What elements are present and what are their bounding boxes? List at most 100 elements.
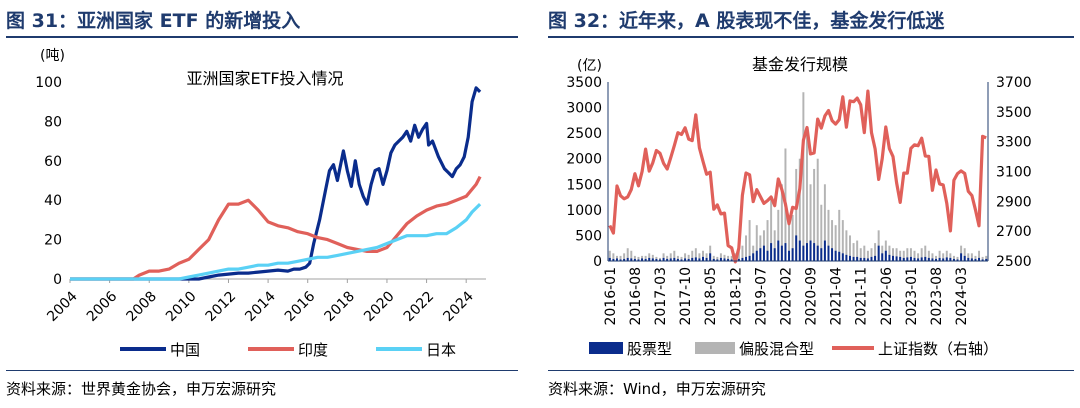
right-bar-stock: [791, 248, 794, 261]
right-bar-stock: [859, 257, 862, 261]
right-bar-hybrid: [791, 214, 794, 261]
right-bar-stock: [924, 256, 927, 261]
right-bar-hybrid: [974, 255, 977, 261]
right-bar-hybrid: [820, 204, 823, 261]
right-y-ticks-right: 2500 2700 2900 3100 3300 3500 3700: [996, 75, 1032, 270]
right-bar-stock: [809, 240, 812, 261]
right-bar-hybrid: [676, 255, 679, 261]
right-bar-hybrid: [935, 255, 938, 261]
right-y2-tick-label: 2700: [996, 224, 1032, 240]
right-bar-hybrid: [924, 245, 927, 261]
right-bar-hybrid: [845, 230, 848, 261]
left-y-tick-label: 100: [35, 75, 62, 91]
right-figure-title: 图 32：近年来，A 股表现不佳，基金发行低迷: [548, 10, 945, 32]
left-y-tick-label: 0: [53, 272, 62, 288]
right-bar-hybrid: [906, 248, 909, 261]
right-bar-stock: [920, 257, 923, 261]
right-bar-hybrid: [938, 250, 941, 261]
right-bar-hybrid: [658, 257, 661, 261]
right-bar-stock: [841, 253, 844, 261]
right-bar-hybrid: [666, 255, 669, 261]
right-bar-hybrid: [859, 248, 862, 261]
right-bar-hybrid: [823, 184, 826, 261]
right-bar-stock: [784, 243, 787, 261]
right-chart-title: 基金发行规模: [752, 55, 848, 74]
right-bar-hybrid: [931, 253, 934, 261]
right-bar-hybrid: [608, 250, 611, 261]
right-bar-stock: [931, 258, 934, 261]
right-bar-hybrid: [949, 253, 952, 261]
right-y-tick-label: 3000: [566, 101, 602, 117]
left-legend-label: 日本: [426, 341, 456, 359]
right-bar-hybrid: [981, 256, 984, 261]
right-bar-stock: [877, 245, 880, 261]
right-bar-hybrid: [705, 253, 708, 261]
right-index-line: [608, 89, 987, 264]
right-bar-stock: [967, 257, 970, 261]
right-bar-hybrid: [637, 256, 640, 261]
right-x-tick-label: 2018-12: [728, 267, 744, 326]
right-bar-hybrid: [745, 235, 748, 261]
right-bar-stock: [773, 248, 776, 261]
right-bar-hybrid: [852, 243, 855, 261]
right-y2-tick-label: 2500: [996, 254, 1032, 270]
right-bar-hybrid: [727, 255, 730, 261]
right-x-tick-label: 2020-02: [778, 267, 794, 326]
left-y-axis-label: (吨): [40, 48, 65, 64]
right-bar-stock: [831, 248, 834, 261]
left-figure-title: 图 31：亚洲国家 ETF 的新增投入: [6, 10, 301, 32]
right-y2-tick-label: 2900: [996, 194, 1032, 210]
right-bar-stock: [762, 245, 765, 261]
right-bar-stock: [856, 256, 859, 261]
right-bar-stock: [716, 259, 719, 261]
right-bar-hybrid: [945, 250, 948, 261]
right-bar-stock: [888, 254, 891, 261]
right-x-tick-label: 2016-01: [603, 267, 619, 326]
right-title-rule: [548, 36, 1074, 38]
right-bar-stock: [848, 255, 851, 261]
right-bar-hybrid: [719, 253, 722, 261]
right-bar-hybrid: [633, 255, 636, 261]
right-bar-hybrid: [970, 253, 973, 261]
right-bar-stock: [684, 258, 687, 261]
right-bar-stock: [694, 257, 697, 261]
right-bar-hybrid: [662, 253, 665, 261]
right-bar-stock: [970, 258, 973, 261]
right-chart: 基金发行规模 (亿) 0500100015002000250030003500 …: [566, 55, 1032, 358]
right-bar-hybrid: [848, 235, 851, 261]
left-series-line: [70, 202, 482, 281]
right-y-tick-label: 1500: [566, 177, 602, 193]
right-axes: [607, 82, 989, 262]
right-bar-hybrid: [816, 158, 819, 261]
right-bar-hybrid: [956, 256, 959, 261]
right-bar-hybrid: [888, 245, 891, 261]
right-bar-stock: [644, 258, 647, 261]
right-bar-hybrid: [630, 250, 633, 261]
right-y-tick-label: 3500: [566, 75, 602, 91]
right-bar-hybrid: [712, 255, 715, 261]
right-x-tick-label: 2021-11: [854, 267, 870, 326]
right-bar-hybrid: [809, 184, 812, 261]
right-bar-hybrid: [669, 253, 672, 261]
right-bar-stock: [608, 257, 611, 261]
right-bar-stock: [641, 258, 644, 261]
right-bar-stock: [658, 259, 661, 261]
right-bar-stock: [687, 258, 690, 261]
right-bar-hybrid: [691, 250, 694, 261]
right-bar-stock: [874, 255, 877, 261]
right-x-tick-label: 2023-08: [929, 267, 945, 326]
right-x-tick-label: 2017-03: [653, 267, 669, 326]
left-series-line: [70, 86, 482, 281]
right-bar-hybrid: [827, 209, 830, 261]
right-bar-stock: [626, 257, 629, 261]
right-bar-stock: [827, 245, 830, 261]
right-bar-hybrid: [895, 248, 898, 261]
left-legend-label: 印度: [298, 341, 328, 359]
right-bar-stock: [748, 255, 751, 261]
right-bar-hybrid: [673, 250, 676, 261]
right-bar-stock: [669, 258, 672, 261]
right-bar-stock: [651, 258, 654, 261]
right-bar-stock: [630, 258, 633, 261]
right-bar-stock: [913, 257, 916, 261]
right-x-tick-label: 2016-08: [628, 267, 644, 326]
